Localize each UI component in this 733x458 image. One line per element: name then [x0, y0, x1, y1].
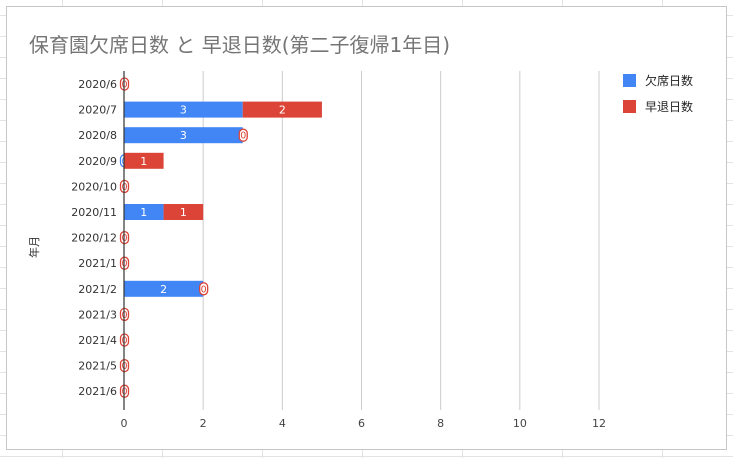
- data-label-early-leave: 1: [140, 155, 147, 168]
- y-tick-label: 2020/7: [78, 104, 117, 117]
- x-tick-label: 4: [279, 417, 286, 430]
- data-label-early-leave: 1: [180, 206, 187, 219]
- y-tick-label: 2021/5: [78, 360, 117, 373]
- x-tick-label: 0: [121, 417, 128, 430]
- data-label-absence: 3: [180, 129, 187, 142]
- bar-early-leave: [163, 204, 204, 220]
- x-tick-label: 2: [200, 417, 207, 430]
- zero-marker-early-leave: [238, 128, 248, 142]
- data-label-early-leave: 0: [240, 131, 246, 142]
- y-tick-label: 2020/6: [78, 78, 117, 91]
- data-label-early-leave: 0: [201, 284, 207, 295]
- bar-absence: [124, 101, 243, 118]
- y-tick-label: 2021/6: [78, 385, 117, 398]
- legend-label-early-leave: 早退日数: [645, 99, 694, 114]
- y-tick-label: 2020/10: [71, 180, 117, 193]
- bar-absence: [124, 280, 204, 297]
- zero-marker-early-leave: [199, 282, 209, 296]
- x-tick-label: 12: [592, 417, 606, 430]
- data-label-absence: 3: [180, 104, 187, 117]
- legend-item-early-leave: 早退日数: [623, 93, 693, 119]
- bar-early-leave: [124, 152, 164, 169]
- y-tick-label: 2021/4: [78, 334, 117, 347]
- bar-early-leave: [242, 101, 322, 118]
- y-tick-label: 2020/11: [71, 206, 117, 219]
- data-label-early-leave: 2: [279, 104, 286, 117]
- x-tick-label: 10: [513, 417, 527, 430]
- bar-chart-plot: 0 2 4 6 8 10 122020/62020/72020/82020/92020/10…: [71, 71, 606, 430]
- legend-swatch-early-leave: [623, 99, 636, 113]
- y-tick-label: 2020/9: [78, 155, 117, 168]
- x-tick-label: 8: [437, 417, 444, 430]
- legend: 欠席日数 早退日数: [623, 67, 693, 119]
- x-tick-label: 6: [358, 417, 365, 430]
- legend-item-absence: 欠席日数: [623, 67, 693, 93]
- legend-label-absence: 欠席日数: [645, 73, 694, 88]
- y-tick-label: 2021/1: [78, 257, 117, 270]
- bar-absence: [124, 204, 164, 220]
- y-tick-label: 2021/2: [78, 283, 117, 296]
- y-tick-label: 2020/8: [78, 129, 117, 142]
- chart-title: 保育園欠席日数 と 早退日数(第二子復帰1年目): [29, 33, 451, 57]
- data-label-absence: 1: [140, 206, 147, 219]
- bar-absence: [124, 127, 243, 144]
- data-label-absence: 2: [160, 283, 167, 296]
- y-tick-label: 2020/12: [71, 232, 117, 245]
- legend-swatch-absence: [623, 73, 636, 87]
- y-tick-label: 2021/3: [78, 308, 117, 321]
